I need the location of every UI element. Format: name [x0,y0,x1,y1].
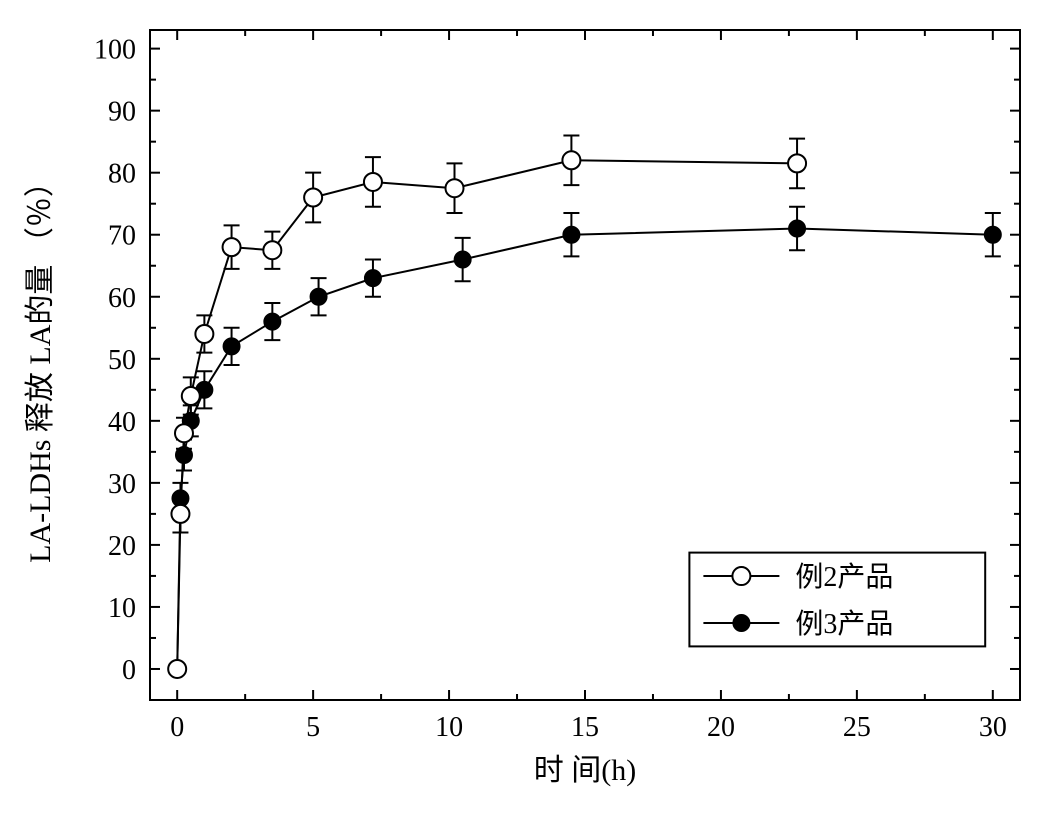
data-marker-s2 [264,314,280,330]
legend-marker-s1 [732,567,750,585]
data-marker-s1 [195,325,213,343]
data-marker-s2 [455,252,471,268]
data-marker-s1 [562,151,580,169]
y-tick-label: 20 [108,531,136,562]
data-marker-s1 [182,387,200,405]
series-line-s1 [177,160,797,669]
plot-frame [150,30,1020,700]
data-marker-s1 [364,173,382,191]
release-chart: 0 5 10 15 20 25 30 0 10 20 30 40 50 60 70 80 90 100 时 间(h)… [0,0,1057,831]
y-axis-label: LA-LDHs 释放 LA的量 （％） [24,167,57,563]
data-marker-s1 [171,505,189,523]
data-marker-s1 [446,179,464,197]
x-tick-label: 10 [435,712,463,743]
y-tick-label: 50 [108,345,136,376]
data-marker-s1 [788,154,806,172]
data-marker-s1 [168,660,186,678]
data-marker-s2 [311,289,327,305]
x-tick-label: 5 [306,712,320,743]
data-marker-s1 [223,238,241,256]
y-tick-label: 70 [108,221,136,252]
chart-container: 0 5 10 15 20 25 30 0 10 20 30 40 50 60 70 80 90 100 时 间(h)… [0,0,1057,831]
y-tick-label: 60 [108,283,136,314]
y-tick-label: 80 [108,159,136,190]
data-marker-s2 [224,338,240,354]
data-marker-s2 [985,227,1001,243]
data-marker-s1 [263,241,281,259]
y-tick-label: 90 [108,97,136,128]
y-tick-label: 30 [108,469,136,500]
data-marker-s2 [563,227,579,243]
series-line-s2 [177,229,993,669]
x-axis-label: 时 间(h) [534,754,636,787]
y-tick-label: 100 [94,35,136,66]
y-tick-label: 10 [108,593,136,624]
x-tick-label: 30 [979,712,1007,743]
data-marker-s2 [789,221,805,237]
legend-label-s2: 例3产品 [795,608,893,640]
legend-marker-s2 [733,615,749,631]
y-tick-label: 40 [108,407,136,438]
legend-label-s1: 例2产品 [795,561,893,593]
data-marker-s1 [175,424,193,442]
y-tick-label: 0 [122,655,136,686]
x-tick-label: 20 [707,712,735,743]
data-marker-s1 [304,189,322,207]
x-tick-label: 15 [571,712,599,743]
x-tick-label: 25 [843,712,871,743]
data-marker-s2 [365,270,381,286]
x-tick-label: 0 [170,712,184,743]
